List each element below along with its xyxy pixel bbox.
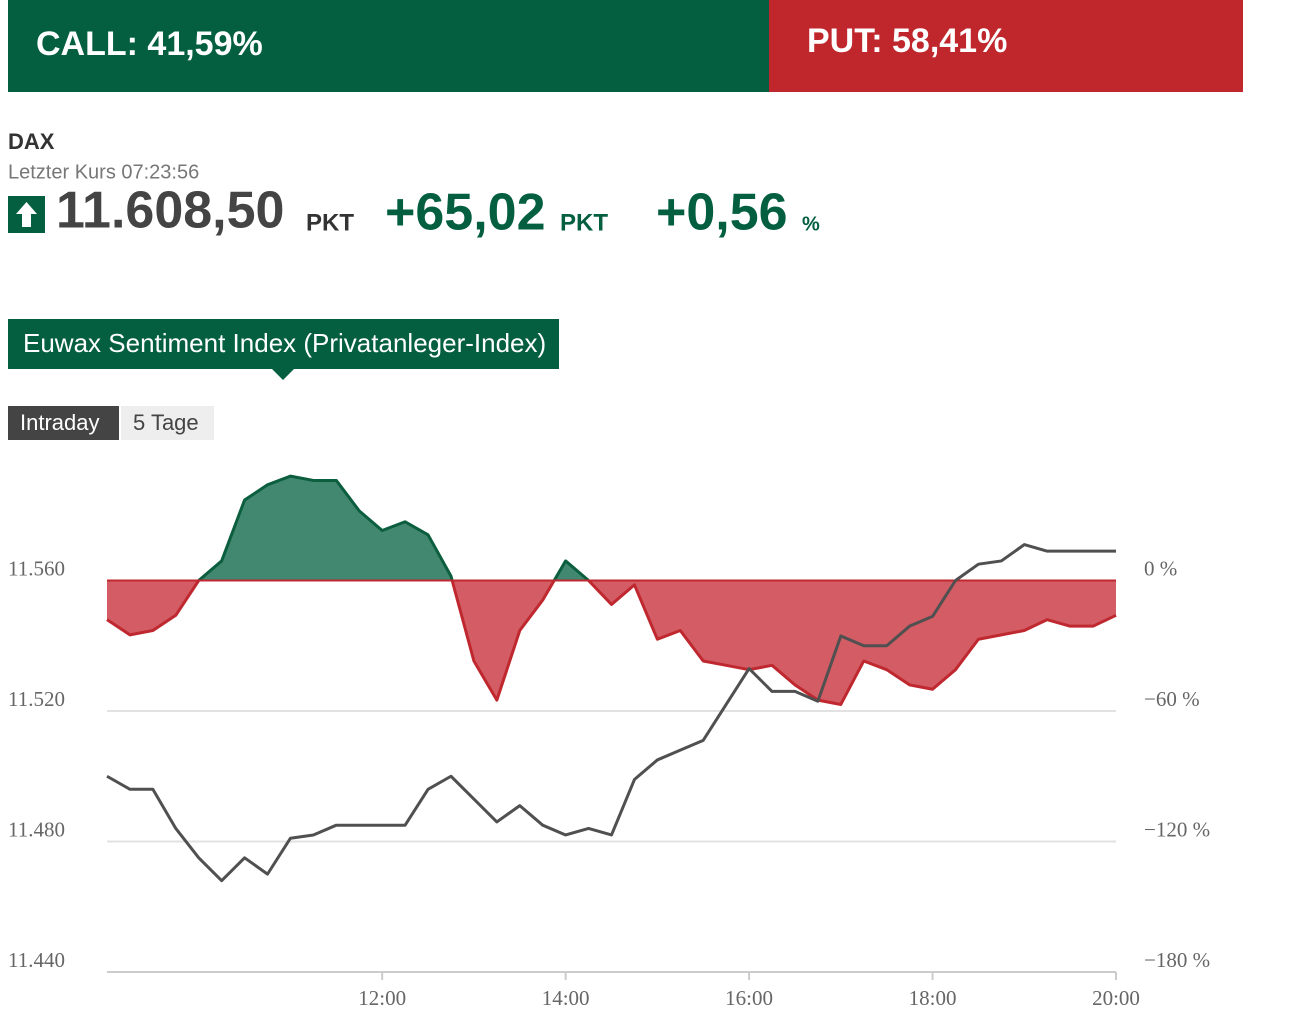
put-label: PUT: 58,41% bbox=[807, 22, 1007, 60]
button-intraday[interactable] bbox=[8, 406, 119, 440]
sentiment-area bbox=[107, 476, 1116, 705]
button-label[interactable]: 5 Tage bbox=[133, 410, 199, 435]
change-unit: PKT bbox=[560, 209, 608, 236]
index-line bbox=[106, 543, 1116, 883]
x-tick-label: 14:00 bbox=[542, 986, 590, 1010]
sentiment-line bbox=[106, 474, 1117, 706]
chart: 11.440 11.480 11.520 11.560 −180 % −120 % −60 … bbox=[8, 474, 1210, 1010]
y2-tick-label: −180 % bbox=[1144, 948, 1210, 972]
up-arrow bbox=[16, 202, 37, 227]
pct-unit: % bbox=[802, 213, 820, 235]
tab[interactable] bbox=[8, 319, 559, 369]
x-tick-label: 16:00 bbox=[725, 986, 773, 1010]
y2-tick-label: −60 % bbox=[1144, 687, 1200, 711]
y2-tick-label: 0 % bbox=[1144, 556, 1177, 580]
index-name: DAX bbox=[8, 129, 55, 154]
price: 11.608,50 bbox=[56, 182, 284, 240]
change-pct: +0,56 bbox=[656, 184, 788, 242]
price-unit: PKT bbox=[306, 209, 354, 236]
put-bar bbox=[769, 0, 1243, 92]
call-bar bbox=[8, 0, 769, 92]
last-time: Letzter Kurs 07:23:56 bbox=[8, 161, 199, 183]
y-tick-label: 11.480 bbox=[8, 817, 65, 841]
call-label: CALL: 41,59% bbox=[36, 25, 263, 63]
tab-label[interactable]: Euwax Sentiment Index (Privatanleger-Ind… bbox=[23, 328, 546, 358]
x-tick-label: 18:00 bbox=[909, 986, 957, 1010]
y-tick-label: 11.440 bbox=[8, 948, 65, 972]
y2-tick-label: −120 % bbox=[1144, 817, 1210, 841]
y-tick-label: 11.560 bbox=[8, 556, 65, 580]
tab-pointer bbox=[272, 369, 294, 380]
x-tick-label: 12:00 bbox=[358, 986, 406, 1010]
y-tick-label: 11.520 bbox=[8, 687, 65, 711]
button-label[interactable]: Intraday bbox=[20, 410, 100, 435]
x-tick-label: 20:00 bbox=[1092, 986, 1140, 1010]
change: +65,02 bbox=[385, 184, 546, 242]
button-5-tage[interactable] bbox=[121, 406, 214, 440]
